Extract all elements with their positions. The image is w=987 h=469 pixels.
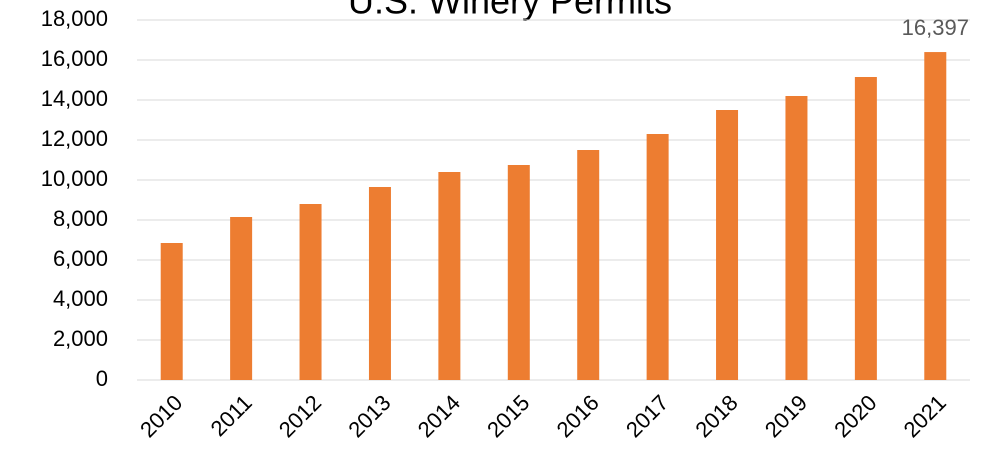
- y-tick-label: 0: [96, 366, 108, 391]
- y-tick-label: 16,000: [41, 46, 108, 71]
- x-tick-label: 2012: [274, 390, 326, 442]
- x-tick-label: 2019: [760, 390, 812, 442]
- x-tick-label: 2011: [206, 390, 257, 441]
- x-tick-label: 2015: [482, 390, 534, 442]
- bar: [507, 165, 530, 380]
- x-tick-label: 2010: [135, 390, 187, 442]
- y-tick-label: 14,000: [41, 86, 108, 111]
- bar: [299, 204, 322, 380]
- y-tick-label: 18,000: [41, 6, 108, 31]
- x-tick-label: 2013: [343, 390, 395, 442]
- chart-title: U.S. Winery Permits: [348, 0, 672, 22]
- x-tick-label: 2016: [552, 390, 604, 442]
- bar: [160, 243, 183, 380]
- y-tick-label: 12,000: [41, 126, 108, 151]
- y-tick-label: 4,000: [53, 286, 108, 311]
- x-tick-label: 2020: [829, 390, 881, 442]
- bar: [368, 187, 391, 380]
- x-tick-label: 2014: [413, 390, 465, 442]
- x-tick-label: 2017: [621, 390, 673, 442]
- x-tick-label: 2021: [899, 390, 951, 442]
- y-tick-label: 10,000: [41, 166, 108, 191]
- x-tick-label: 2018: [690, 390, 742, 442]
- y-tick-label: 8,000: [53, 206, 108, 231]
- bar: [230, 217, 253, 380]
- y-tick-label: 6,000: [53, 246, 108, 271]
- bar: [924, 52, 947, 381]
- y-tick-label: 2,000: [53, 326, 108, 351]
- bar: [716, 110, 739, 380]
- bar: [438, 172, 461, 380]
- bar: [646, 134, 669, 380]
- bar: [785, 96, 808, 380]
- bar: [577, 150, 600, 380]
- bar: [854, 77, 877, 380]
- value-label: 16,397: [902, 15, 969, 40]
